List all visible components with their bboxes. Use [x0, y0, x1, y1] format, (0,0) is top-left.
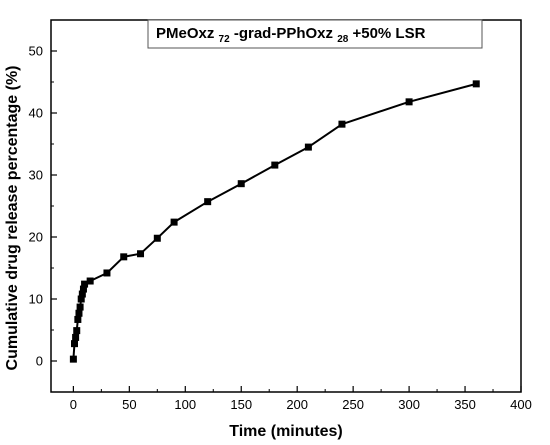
data-point	[237, 180, 245, 188]
x-tick-label: 350	[454, 397, 476, 412]
data-point	[77, 295, 85, 303]
series-layer	[69, 80, 480, 363]
y-tick-label: 0	[36, 354, 43, 369]
legend-label-sub1: 72	[219, 34, 231, 45]
y-tick-label: 30	[29, 168, 43, 183]
legend-label-prefix: PMeOxz	[156, 25, 214, 42]
data-point	[304, 143, 312, 151]
axis-ticks: 0 50 100 150 200 250 300 350 400 0 10 20 30 40 50	[29, 44, 532, 413]
x-tick-label: 400	[510, 397, 532, 412]
x-axis-title: Time (minutes)	[229, 423, 343, 440]
legend-label: PMeOxz 72 -grad-PPhOxz 28 +50% LSR	[156, 25, 426, 46]
data-point	[69, 355, 77, 363]
data-point	[76, 303, 84, 311]
data-point	[103, 269, 111, 277]
data-point	[472, 80, 480, 88]
legend-label-middle: -grad-PPhOxz	[234, 25, 333, 42]
x-tick-label: 50	[122, 397, 136, 412]
data-point	[153, 234, 161, 242]
data-point	[72, 333, 80, 341]
data-point	[75, 309, 83, 317]
data-point	[271, 161, 279, 169]
data-point	[338, 120, 346, 128]
x-tick-label: 150	[230, 397, 252, 412]
series-line	[72, 82, 477, 360]
legend-label-suffix: +50% LSR	[352, 25, 425, 42]
y-axis-title: Cumulative drug release percentage (%)	[4, 66, 21, 371]
data-point	[170, 218, 178, 226]
legend-box	[147, 19, 483, 49]
data-point	[81, 280, 89, 288]
data-point	[204, 198, 212, 206]
x-tick-label: 100	[174, 397, 196, 412]
x-tick-label: 200	[286, 397, 308, 412]
legend-label-sub2: 28	[337, 34, 349, 45]
plot-frame	[50, 19, 522, 393]
legend: PMeOxz 72 -grad-PPhOxz 28 +50% LSR	[147, 19, 483, 49]
data-point	[405, 98, 413, 106]
data-point	[78, 290, 86, 298]
data-point	[79, 285, 87, 293]
x-tick-label: 300	[398, 397, 420, 412]
data-point	[74, 315, 82, 323]
y-tick-label: 20	[29, 230, 43, 245]
x-tick-label: 0	[70, 397, 77, 412]
y-tick-label: 40	[29, 106, 43, 121]
data-point	[71, 340, 78, 348]
x-tick-label: 250	[342, 397, 364, 412]
data-point	[137, 250, 145, 258]
data-point	[120, 253, 128, 261]
y-tick-label: 10	[29, 292, 43, 307]
data-point	[73, 327, 81, 335]
data-point	[86, 277, 94, 285]
y-tick-label: 50	[29, 44, 43, 59]
